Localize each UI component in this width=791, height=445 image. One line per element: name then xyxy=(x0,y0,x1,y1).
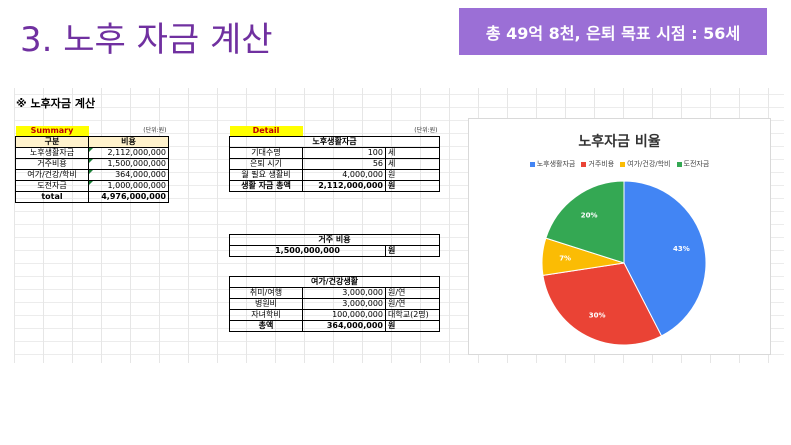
detail-unit: (단위:원) xyxy=(414,127,438,134)
detail-cell[interactable]: 원 xyxy=(384,320,441,332)
detail-cell[interactable]: 대학교(2명) xyxy=(384,309,441,321)
legend-swatch xyxy=(581,161,587,167)
summary-cell[interactable]: 364,000,000 xyxy=(88,169,169,181)
pie-data-label: 7% xyxy=(559,254,571,262)
summary-header-category: 구분 xyxy=(15,136,89,148)
summary-cell[interactable]: 여가/건강/학비 xyxy=(15,169,89,181)
summary-label: Summary xyxy=(15,126,89,137)
detail-cell[interactable]: 세 xyxy=(385,147,440,159)
housing-unit[interactable]: 원 xyxy=(384,245,441,257)
pie-chart[interactable]: 노후자금 비율 노후생활자금 거주비용 여가/건강/학비 도전자금 43% 30%… xyxy=(468,118,771,355)
table-row: 기대수명 100 세 xyxy=(229,147,440,159)
detail-cell[interactable]: 총액 xyxy=(229,320,303,332)
detail-cell[interactable]: 56 xyxy=(302,158,386,170)
legend-item: 여가/건강/학비 xyxy=(620,159,671,169)
table-row: total 4,976,000,000 xyxy=(15,191,169,203)
detail-cell[interactable]: 세 xyxy=(385,158,440,170)
detail-leisure-table[interactable]: 여가/건강생활 취미/여행 3,000,000 원/연 병원비 3,000,00… xyxy=(228,276,441,332)
living-header: 노후생활자금 xyxy=(229,136,440,148)
table-row: 거주비용 1,500,000,000 xyxy=(15,158,169,170)
detail-cell[interactable]: 4,000,000 xyxy=(302,169,386,181)
table-row: 1,500,000,000 원 xyxy=(229,245,441,257)
summary-total-label[interactable]: total xyxy=(15,191,89,203)
detail-cell[interactable]: 3,000,000 xyxy=(302,298,386,310)
summary-header-cost: 비용 xyxy=(88,136,169,148)
legend-item: 도전자금 xyxy=(676,159,710,169)
detail-label: Detail xyxy=(229,126,303,137)
legend-label: 노후생활자금 xyxy=(536,160,576,168)
housing-header: 거주 비용 xyxy=(228,234,441,246)
legend-swatch xyxy=(620,161,626,167)
table-row: 총액 364,000,000 원 xyxy=(229,320,441,332)
summary-banner: 총 49억 8천, 은퇴 목표 시점 : 56세 xyxy=(459,8,767,55)
detail-cell[interactable]: 원/연 xyxy=(384,298,441,310)
summary-cell[interactable]: 도전자금 xyxy=(15,180,89,192)
detail-cell[interactable]: 364,000,000 xyxy=(302,320,386,332)
detail-cell[interactable]: 기대수명 xyxy=(229,147,303,159)
pie-data-label: 43% xyxy=(673,245,690,253)
detail-cell[interactable]: 자녀학비 xyxy=(229,309,303,321)
legend-item: 거주비용 xyxy=(581,159,614,169)
chart-legend: 노후생활자금 거주비용 여가/건강/학비 도전자금 xyxy=(469,159,770,169)
detail-cell[interactable]: 원 xyxy=(385,169,440,181)
detail-cell[interactable]: 취미/여행 xyxy=(229,287,303,299)
detail-cell[interactable]: 원/연 xyxy=(384,287,441,299)
table-row: 노후생활자금 2,112,000,000 xyxy=(15,147,169,159)
summary-cell[interactable]: 1,500,000,000 xyxy=(88,158,169,170)
table-row: 여가/건강/학비 364,000,000 xyxy=(15,169,169,181)
slide-title: 3. 노후 자금 계산 xyxy=(20,20,273,60)
table-row: 자녀학비 100,000,000 대학교(2명) xyxy=(229,309,441,321)
pie-slice[interactable] xyxy=(542,262,663,346)
detail-cell[interactable]: 생활 자금 총액 xyxy=(229,180,303,192)
summary-cell[interactable]: 2,112,000,000 xyxy=(88,147,169,159)
summary-cell[interactable]: 거주비용 xyxy=(15,158,89,170)
table-row: 병원비 3,000,000 원/연 xyxy=(229,298,441,310)
table-row: 취미/여행 3,000,000 원/연 xyxy=(229,287,441,299)
legend-label: 여가/건강/학비 xyxy=(627,160,671,168)
detail-cell[interactable]: 3,000,000 xyxy=(302,287,386,299)
pie-data-label: 30% xyxy=(589,312,606,320)
summary-cell[interactable]: 1,000,000,000 xyxy=(88,180,169,192)
detail-housing-table[interactable]: 거주 비용 1,500,000,000 원 xyxy=(228,234,441,257)
pie-data-label: 20% xyxy=(581,211,598,219)
detail-cell[interactable]: 원 xyxy=(385,180,440,192)
legend-label: 거주비용 xyxy=(588,160,615,168)
pie-slice[interactable] xyxy=(545,180,625,264)
chart-title: 노후자금 비율 xyxy=(578,134,661,150)
table-row: 은퇴 시기 56 세 xyxy=(229,158,440,170)
summary-unit: (단위:원) xyxy=(143,127,167,134)
legend-item: 노후생활자금 xyxy=(529,159,576,169)
detail-cell[interactable]: 은퇴 시기 xyxy=(229,158,303,170)
summary-cell[interactable]: 노후생활자금 xyxy=(15,147,89,159)
detail-cell[interactable]: 2,112,000,000 xyxy=(302,180,386,192)
detail-cell[interactable]: 100 xyxy=(302,147,386,159)
legend-swatch xyxy=(529,161,535,167)
housing-value[interactable]: 1,500,000,000 xyxy=(229,245,386,257)
table-row: 월 필요 생활비 4,000,000 원 xyxy=(229,169,440,181)
leisure-header: 여가/건강생활 xyxy=(228,276,441,288)
detail-cell[interactable]: 월 필요 생활비 xyxy=(229,169,303,181)
detail-cell[interactable]: 100,000,000 xyxy=(302,309,386,321)
pie-svg: 43% 30% 7% 20% xyxy=(541,180,707,346)
pie-slice[interactable] xyxy=(623,180,707,337)
sheet-title: ※ 노후자금 계산 xyxy=(16,97,96,110)
table-row: 생활 자금 총액 2,112,000,000 원 xyxy=(229,180,440,192)
summary-total-value[interactable]: 4,976,000,000 xyxy=(88,191,169,203)
detail-cell[interactable]: 병원비 xyxy=(229,298,303,310)
summary-table[interactable]: Summary (단위:원) 구분 비용 노후생활자금 2,112,000,00… xyxy=(15,126,169,203)
legend-swatch xyxy=(676,161,682,167)
detail-living-table[interactable]: Detail (단위:원) 노후생활자금 기대수명 100 세 은퇴 시기 56… xyxy=(229,126,440,192)
legend-label: 도전자금 xyxy=(683,160,710,168)
table-row: 도전자금 1,000,000,000 xyxy=(15,180,169,192)
